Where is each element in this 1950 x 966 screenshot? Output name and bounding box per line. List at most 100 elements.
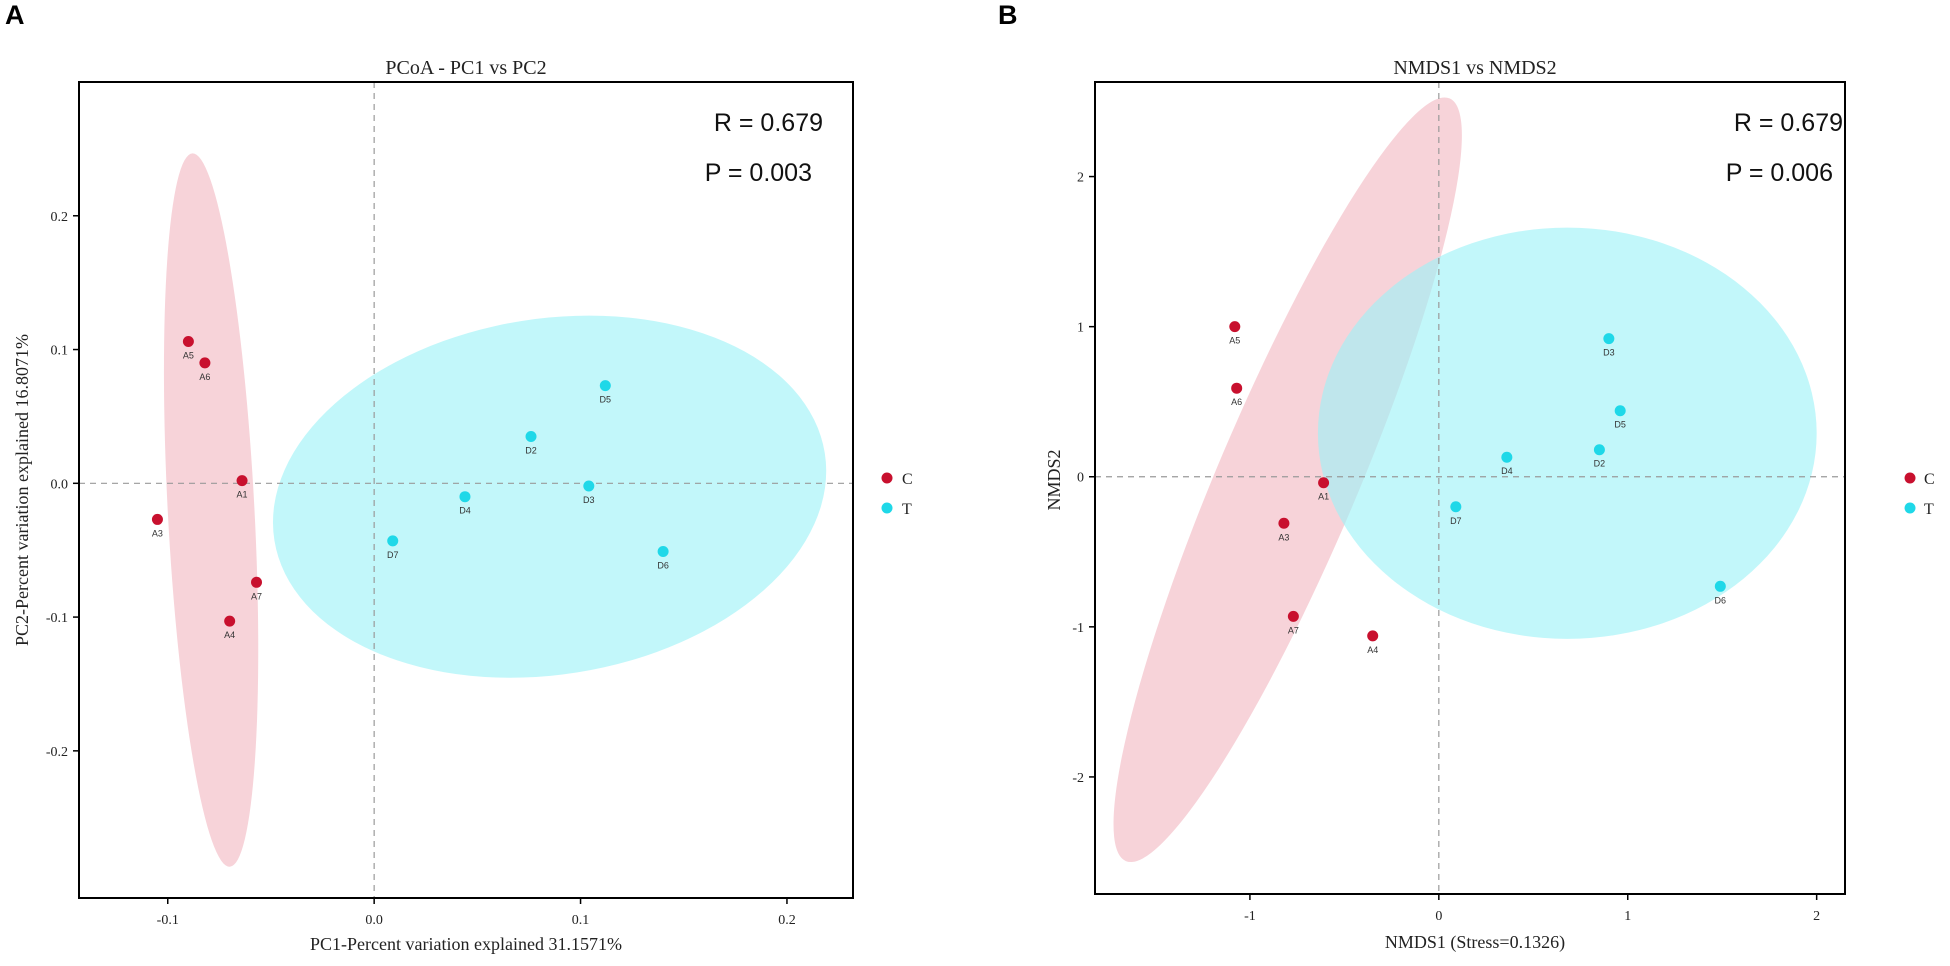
panel-b-point-label-a3: A3 (1278, 532, 1289, 542)
panel-a-point-a7 (251, 576, 263, 588)
panel-b-legend-t-label: T (1924, 501, 1934, 518)
panel-b-point-label-d6: D6 (1715, 595, 1727, 605)
panel-a-x-tick-label: 0.0 (365, 913, 383, 928)
panel-a-point-d2 (525, 430, 537, 442)
panel-a-title: PCoA - PC1 vs PC2 (385, 57, 546, 79)
panel-a-x-tick-label: -0.1 (157, 913, 179, 928)
panel-letter-b: B (998, 0, 1018, 30)
panel-a-point-label-a7: A7 (251, 591, 262, 601)
panel-a-point-d7 (387, 535, 399, 547)
panel-a-ellipse-t (272, 315, 827, 678)
panel-b-points: A5 A6 A1 A3 A7 A4 D3 D5 D2 D4 D7 D6 (1229, 321, 1726, 655)
panel-a-stat-r: R = 0.679 (714, 109, 823, 137)
panel-b-point-a7 (1287, 610, 1299, 622)
panel-a-y-tick-label: 0.2 (51, 210, 69, 225)
panel-a-point-a3 (151, 513, 163, 525)
panel-a-point-d5 (599, 380, 611, 392)
panel-b-point-d7 (1450, 501, 1462, 513)
panel-a-point-a1 (236, 475, 248, 487)
panel-b-y-tick-label: -2 (1072, 771, 1084, 786)
panel-b-legend-c-marker (1904, 472, 1916, 484)
panel-b-point-label-a1: A1 (1318, 492, 1329, 502)
panel-a-pcoa: -0.1 0.0 0.1 0.2 -0.2 -0.1 0.0 0.1 0.2 A5 A6 A1 A3… (12, 57, 854, 954)
panel-b-point-d3 (1603, 333, 1615, 345)
panel-b-point-label-a6: A6 (1231, 397, 1242, 407)
panel-a-legend-t-marker (881, 502, 893, 514)
panel-b-point-d2 (1593, 444, 1605, 456)
panel-b-x-ticks: -1 0 1 2 (1244, 894, 1820, 924)
panel-b-zero-lines (1095, 82, 1845, 894)
panel-a-plot-frame (78, 81, 854, 899)
panel-b-point-label-d3: D3 (1603, 348, 1615, 358)
panel-b-y-axis-label: NMDS2 (1044, 449, 1064, 510)
panel-b-ellipses (1113, 97, 1817, 863)
panel-b-x-tick-label: 1 (1624, 909, 1631, 924)
panel-a-point-a4 (224, 615, 236, 627)
panel-a-point-label-a5: A5 (183, 351, 194, 361)
panel-b-point-d5 (1614, 405, 1626, 417)
panel-b-point-label-a5: A5 (1229, 336, 1240, 346)
panel-b-point-a6 (1231, 382, 1243, 394)
panel-b-point-d4 (1501, 451, 1513, 463)
panel-a-ellipses (163, 153, 827, 867)
panel-a-point-label-d6: D6 (657, 561, 669, 571)
panel-a-x-ticks: -0.1 0.0 0.1 0.2 (157, 898, 796, 928)
panel-a-legend: C T (881, 471, 913, 518)
panel-a-point-d3 (583, 480, 595, 492)
panel-a-point-label-a1: A1 (237, 490, 248, 500)
panel-b-point-label-d4: D4 (1501, 466, 1513, 476)
panel-a-x-tick-label: 0.2 (778, 913, 796, 928)
panel-b-legend-c-label: C (1924, 471, 1935, 488)
panel-a-point-label-d2: D2 (525, 445, 537, 455)
panel-b-stat-r: R = 0.679 (1734, 109, 1843, 137)
panel-a-stat-p: P = 0.003 (705, 159, 812, 187)
panel-b-y-ticks: -2 -1 0 1 2 (1072, 171, 1095, 786)
panel-a-point-a6 (199, 357, 211, 369)
panel-a-points: A5 A6 A1 A3 A7 A4 D5 D2 D3 D4 D7 D6 (152, 336, 669, 640)
panel-a-ellipse-c (163, 153, 259, 867)
panel-b-legend-t-marker (1904, 502, 1916, 514)
panel-b-point-d6 (1714, 580, 1726, 592)
panel-a-point-label-d4: D4 (459, 506, 471, 516)
panel-a-y-tick-label: 0.1 (51, 344, 69, 359)
panel-letter-a: A (5, 0, 25, 30)
panel-a-y-tick-label: -0.2 (46, 745, 68, 760)
panel-a-point-label-a6: A6 (199, 372, 210, 382)
panel-b-legend: C T (1904, 471, 1935, 518)
panel-a-y-ticks: -0.2 -0.1 0.0 0.1 0.2 (46, 210, 79, 760)
panel-a-point-label-a4: A4 (224, 630, 235, 640)
panel-b-point-a5 (1229, 321, 1241, 333)
panel-a-legend-t-label: T (902, 501, 912, 518)
panel-b-point-label-a4: A4 (1367, 645, 1378, 655)
panel-b-x-tick-label: -1 (1244, 909, 1256, 924)
panel-b-point-a3 (1278, 517, 1290, 529)
panel-b-plot-frame (1094, 81, 1846, 895)
panel-b-point-label-d5: D5 (1614, 420, 1626, 430)
panel-b-stat-p: P = 0.006 (1726, 159, 1833, 187)
panel-a-x-axis-label: PC1-Percent variation explained 31.1571% (310, 934, 622, 954)
panel-b-y-tick-label: -1 (1072, 621, 1084, 636)
panel-a-zero-lines (79, 82, 853, 898)
panel-b-point-a1 (1318, 477, 1330, 489)
panel-b-point-label-d7: D7 (1450, 516, 1462, 526)
panel-a-y-axis-label: PC2-Percent variation explained 16.8071% (12, 334, 32, 646)
panel-b-ellipse-t (1317, 227, 1817, 639)
panel-a-y-tick-label: 0.0 (51, 477, 69, 492)
panel-a-point-d4 (459, 491, 471, 503)
panel-a-y-tick-label: -0.1 (46, 611, 68, 626)
panel-b-point-label-a7: A7 (1288, 625, 1299, 635)
panel-a-legend-c-marker (881, 472, 893, 484)
panel-b-x-axis-label: NMDS1 (Stress=0.1326) (1385, 932, 1565, 953)
panel-b-point-a4 (1367, 630, 1379, 642)
panel-a-point-label-d7: D7 (387, 550, 399, 560)
panel-b-x-tick-label: 2 (1813, 909, 1820, 924)
panel-a-point-d6 (657, 546, 669, 558)
panel-a-point-label-d3: D3 (583, 495, 595, 505)
panel-b-y-tick-label: 0 (1077, 471, 1084, 486)
panel-b-ellipse-c (1113, 97, 1462, 863)
panel-b-title: NMDS1 vs NMDS2 (1393, 57, 1556, 79)
panel-b-y-tick-label: 1 (1077, 321, 1084, 336)
panel-b-y-tick-label: 2 (1077, 171, 1084, 186)
panel-a-point-label-a3: A3 (152, 528, 163, 538)
